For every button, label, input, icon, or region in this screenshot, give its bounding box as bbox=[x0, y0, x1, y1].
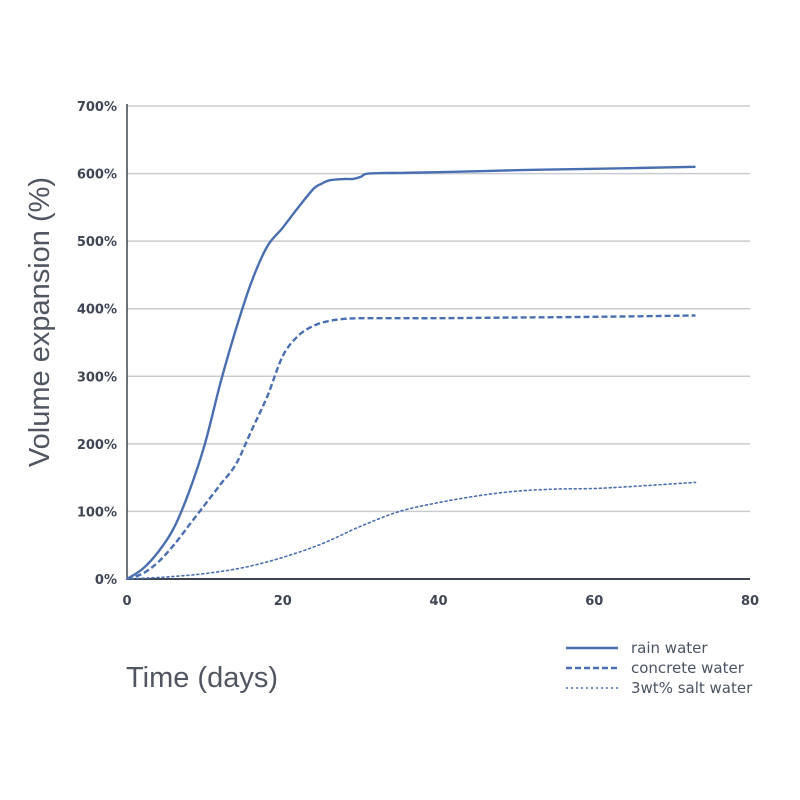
grid bbox=[127, 105, 750, 513]
x-tick-label: 0 bbox=[122, 594, 131, 609]
y-axis-title: Volume expansion (%) bbox=[24, 177, 56, 467]
legend-label: rain water bbox=[631, 639, 708, 657]
legend-label: concrete water bbox=[631, 659, 745, 677]
y-tick-label: 100% bbox=[77, 505, 117, 520]
legend-label: 3wt% salt water bbox=[631, 679, 753, 697]
x-tick-label: 60 bbox=[585, 594, 603, 609]
series-lines bbox=[126, 165, 697, 581]
x-tick-label: 20 bbox=[274, 594, 292, 609]
y-tick-label: 700% bbox=[77, 100, 117, 115]
x-tick-label: 80 bbox=[741, 594, 759, 609]
x-tick-label: 40 bbox=[429, 594, 447, 609]
series-line-1 bbox=[126, 314, 696, 581]
series-line-2 bbox=[126, 481, 697, 580]
x-tick-labels: 0 20 40 60 80 bbox=[122, 594, 759, 609]
y-tick-label: 300% bbox=[77, 370, 117, 385]
y-tick-labels: 0% 100% 200% 300% 400% 500% 600% 700% bbox=[77, 100, 117, 588]
series-line-0 bbox=[126, 165, 696, 581]
y-tick-label: 500% bbox=[77, 235, 117, 250]
y-tick-label: 400% bbox=[77, 303, 117, 318]
y-tick-label: 0% bbox=[95, 573, 117, 588]
y-tick-label: 200% bbox=[77, 438, 117, 453]
legend: rain water concrete water 3wt% salt water bbox=[566, 639, 753, 697]
axes bbox=[126, 104, 750, 580]
x-axis-title: Time (days) bbox=[126, 662, 278, 694]
y-tick-label: 600% bbox=[77, 168, 117, 183]
